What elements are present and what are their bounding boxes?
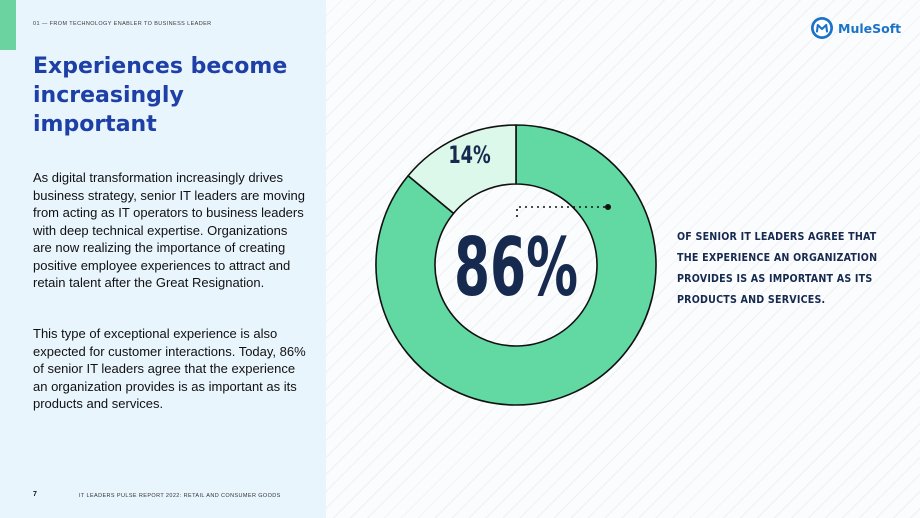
donut-slice-86: [375, 124, 657, 406]
slice-label-small: 14%: [448, 142, 491, 169]
left-panel: [0, 0, 326, 518]
donut-slice-14: [407, 124, 517, 215]
page-number: 7: [33, 491, 37, 498]
accent-bar: [0, 0, 16, 50]
brand: MuleSoft: [810, 16, 901, 40]
donut-center-label: 86%: [454, 222, 578, 315]
mulesoft-logo-icon: [811, 17, 833, 39]
body-paragraph-1: As digital transformation increasingly d…: [33, 170, 305, 290]
brand-name: MuleSoft: [838, 20, 902, 36]
stat-caption: OF SENIOR IT LEADERS AGREE THAT THE EXPE…: [677, 231, 878, 306]
body-paragraph-2: This type of exceptional experience is a…: [33, 326, 306, 411]
report-footer: IT LEADERS PULSE REPORT 2022: RETAIL AND…: [79, 493, 281, 499]
leader-endpoint: [605, 204, 611, 210]
page-title: Experiences become increasingly importan…: [33, 54, 288, 137]
section-label: 01 — FROM TECHNOLOGY ENABLER TO BUSINESS…: [33, 21, 212, 27]
